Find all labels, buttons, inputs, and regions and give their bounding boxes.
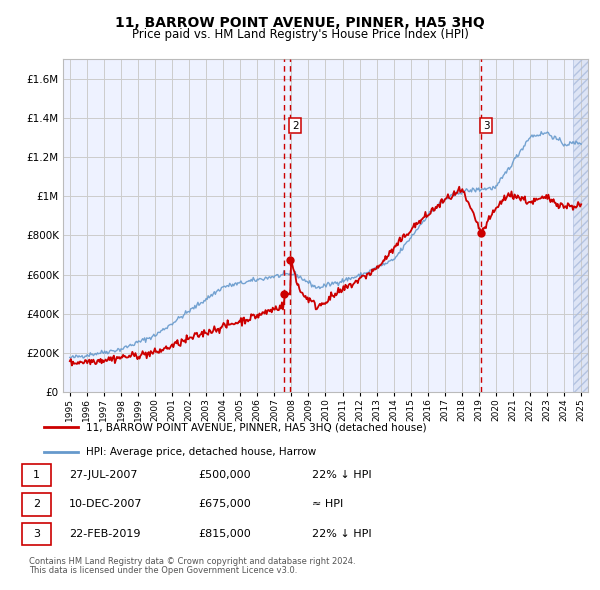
Text: Price paid vs. HM Land Registry's House Price Index (HPI): Price paid vs. HM Land Registry's House …	[131, 28, 469, 41]
Text: 2: 2	[33, 500, 40, 509]
Text: £500,000: £500,000	[198, 470, 251, 480]
Text: ≈ HPI: ≈ HPI	[312, 500, 343, 509]
Text: Contains HM Land Registry data © Crown copyright and database right 2024.: Contains HM Land Registry data © Crown c…	[29, 558, 355, 566]
Bar	[572, 59, 600, 392]
Bar	[572, 59, 600, 392]
Text: HPI: Average price, detached house, Harrow: HPI: Average price, detached house, Harr…	[86, 447, 316, 457]
Text: 3: 3	[483, 121, 490, 130]
Text: 22% ↓ HPI: 22% ↓ HPI	[312, 470, 371, 480]
Text: £815,000: £815,000	[198, 529, 251, 539]
Text: 11, BARROW POINT AVENUE, PINNER, HA5 3HQ (detached house): 11, BARROW POINT AVENUE, PINNER, HA5 3HQ…	[86, 422, 427, 432]
Text: 22-FEB-2019: 22-FEB-2019	[69, 529, 140, 539]
Text: 1: 1	[33, 470, 40, 480]
Text: 10-DEC-2007: 10-DEC-2007	[69, 500, 143, 509]
Text: 11, BARROW POINT AVENUE, PINNER, HA5 3HQ: 11, BARROW POINT AVENUE, PINNER, HA5 3HQ	[115, 16, 485, 30]
Text: 22% ↓ HPI: 22% ↓ HPI	[312, 529, 371, 539]
Text: 3: 3	[33, 529, 40, 539]
Text: This data is licensed under the Open Government Licence v3.0.: This data is licensed under the Open Gov…	[29, 566, 297, 575]
Text: £675,000: £675,000	[198, 500, 251, 509]
Text: 27-JUL-2007: 27-JUL-2007	[69, 470, 137, 480]
Text: 2: 2	[292, 121, 299, 130]
